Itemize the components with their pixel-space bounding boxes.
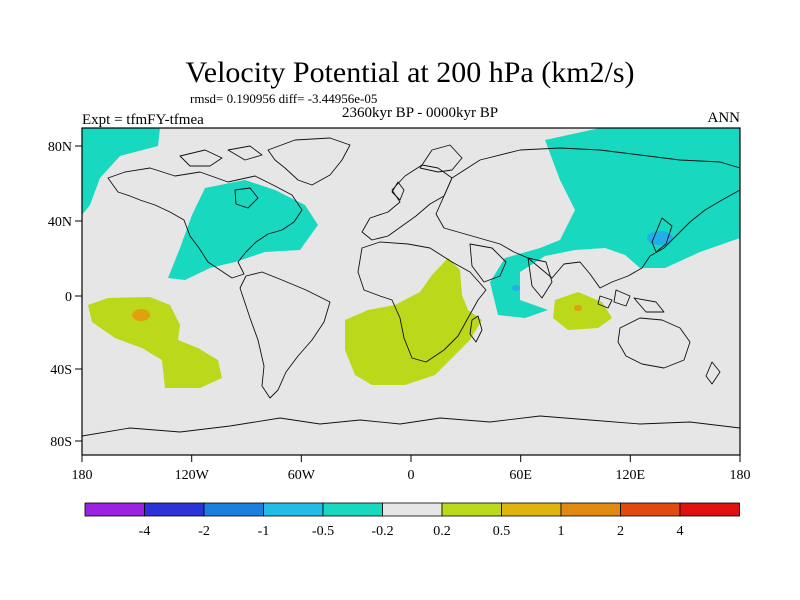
lon-label-180w: 180: [72, 468, 93, 483]
pos-core-indian-ocean: [574, 305, 582, 311]
coast-hudson-bay: [234, 187, 259, 209]
pos-region-south-pacific: [88, 297, 222, 388]
colorbar-label-3: -0.5: [312, 524, 334, 539]
pos-region-south-atlantic-africa: [345, 258, 482, 385]
map-panel: 80N 40N 0 40S 80S 180 120W 60W 0 60E 120…: [48, 127, 751, 483]
colorbar-label-2: -1: [258, 524, 270, 539]
lat-label-40n: 40N: [48, 215, 72, 230]
coast-arctic-islands: [179, 145, 263, 167]
colorbar-boxes: [84, 502, 740, 517]
lon-label-60e: 60E: [509, 468, 532, 483]
rmsd-stats: rmsd= 0.190956 diff= -3.44956e-05: [190, 91, 377, 106]
latitude-labels: 80N 40N 0 40S 80S: [48, 140, 72, 450]
lat-label-80s: 80S: [50, 435, 72, 450]
colorbar-box-8: [560, 502, 621, 517]
lat-label-40s: 40S: [50, 363, 72, 378]
coast-europe: [361, 164, 453, 241]
colorbar-label-1: -2: [198, 524, 210, 539]
lat-label-80n: 80N: [48, 140, 72, 155]
coast-south-america: [239, 271, 331, 399]
experiment-label: Expt = tfmFY-tfmea: [82, 112, 204, 128]
contour-fills: [82, 128, 740, 388]
colorbar-box-0: [84, 502, 145, 517]
colorbar-box-7: [501, 502, 562, 517]
coast-north-america: [107, 167, 303, 279]
colorbar-box-2: [203, 502, 264, 517]
lon-label-0: 0: [408, 468, 415, 483]
coast-japan: [651, 217, 673, 253]
lon-label-120w: 120W: [175, 468, 210, 483]
coast-africa: [357, 241, 487, 363]
colorbar-labels: -4 -2 -1 -0.5 -0.2 0.2 0.5 1 2 4: [139, 524, 684, 539]
coast-arabia: [469, 243, 507, 283]
neg-core-africa-east: [512, 285, 520, 291]
season-label: ANN: [708, 110, 741, 126]
plot-title: Velocity Potential at 200 hPa (km2/s): [185, 56, 634, 89]
colorbar-box-1: [144, 502, 205, 517]
colorbar-box-9: [620, 502, 681, 517]
coast-scandinavia: [419, 144, 463, 173]
colorbar-box-6: [441, 502, 502, 517]
coast-madagascar: [469, 315, 483, 343]
coastlines: [82, 137, 740, 437]
pos-region-indian-ocean: [553, 292, 612, 330]
period-label: 2360kyr BP - 0000kyr BP: [342, 105, 498, 121]
colorbar-box-4: [322, 502, 383, 517]
colorbar-label-0: -4: [139, 524, 151, 539]
lon-label-60w: 60W: [288, 468, 316, 483]
coast-greenland: [267, 137, 351, 186]
pos-core-south-pacific: [132, 309, 150, 321]
lon-label-180e: 180: [730, 468, 751, 483]
colorbar-label-8: 2: [617, 524, 624, 539]
colorbar-label-5: 0.2: [433, 524, 451, 539]
coast-britain: [391, 181, 405, 201]
lon-label-120e: 120E: [616, 468, 646, 483]
coast-india: [527, 257, 553, 299]
lat-label-eq: 0: [65, 290, 72, 305]
colorbar-label-7: 1: [558, 524, 565, 539]
longitude-labels: 180 120W 60W 0 60E 120E 180: [72, 468, 751, 483]
coast-southeast-asia-islands: [597, 289, 665, 313]
colorbar-label-6: 0.5: [493, 524, 511, 539]
colorbar-label-4: -0.2: [371, 524, 393, 539]
coast-australia: [617, 317, 691, 369]
colorbar-box-5: [382, 502, 443, 517]
colorbar: -4 -2 -1 -0.5 -0.2 0.2 0.5 1 2 4: [84, 502, 740, 539]
map-ticks: [75, 145, 741, 462]
coast-new-zealand: [705, 361, 721, 385]
coast-antarctica: [82, 415, 740, 437]
neg-region-arctic: [82, 128, 160, 215]
neg-region-asia-pacific: [490, 128, 740, 318]
colorbar-box-10: [679, 502, 740, 517]
colorbar-box-3: [263, 502, 324, 517]
neg-region-north-america-atlantic: [168, 180, 318, 280]
colorbar-label-9: 4: [677, 524, 684, 539]
coast-asia: [435, 147, 740, 289]
